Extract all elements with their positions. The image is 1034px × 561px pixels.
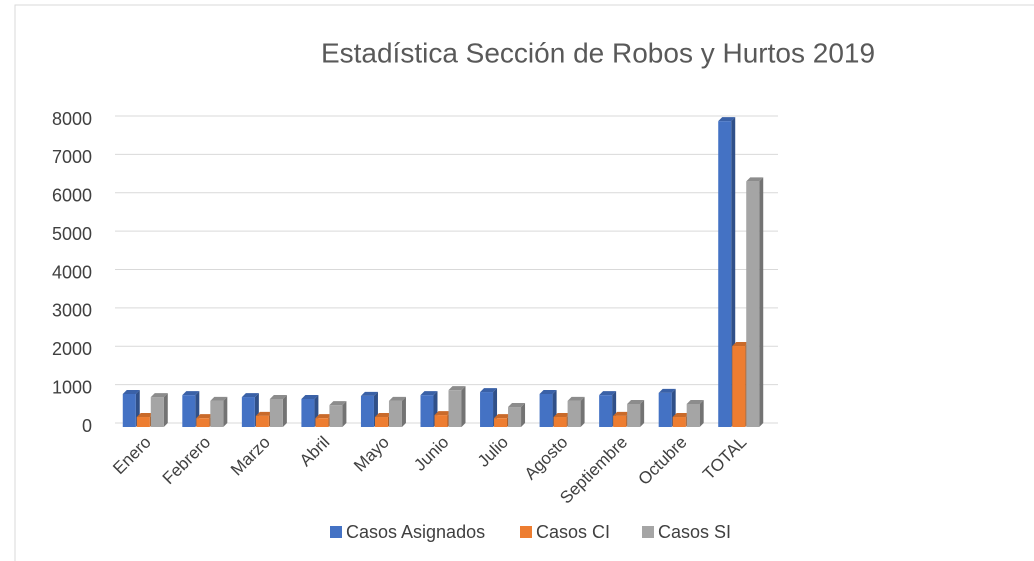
legend-label: Casos Asignados <box>346 522 485 542</box>
bar <box>539 393 553 427</box>
bar <box>448 390 462 427</box>
bar-side <box>282 394 287 427</box>
bar-top <box>210 396 228 401</box>
bar-top <box>508 403 526 408</box>
bar <box>686 403 700 427</box>
bar-top <box>599 391 617 396</box>
bar <box>196 418 210 427</box>
legend-label: Casos SI <box>658 522 731 542</box>
bar-top <box>672 413 690 418</box>
bar-top <box>301 394 319 399</box>
bar <box>420 395 434 427</box>
bar-top <box>567 396 585 401</box>
bar-top <box>732 342 750 347</box>
bar <box>269 398 283 427</box>
bar <box>360 395 374 427</box>
legend-swatch <box>642 526 654 538</box>
bar <box>255 415 269 427</box>
legend-swatch <box>520 526 532 538</box>
bar-side <box>342 401 347 427</box>
y-tick-label: 5000 <box>52 224 92 244</box>
bar-top <box>315 414 333 419</box>
bar-side <box>521 403 526 427</box>
bar-side <box>401 396 406 427</box>
bar <box>494 418 508 427</box>
bar-top <box>627 399 645 404</box>
bar-top <box>746 177 764 182</box>
bar-top <box>480 388 498 393</box>
bar-top <box>553 413 571 418</box>
bar-side <box>461 386 466 427</box>
bar-top <box>374 413 392 418</box>
bar <box>480 392 494 427</box>
y-tick-label: 7000 <box>52 147 92 167</box>
bar-top <box>494 414 512 419</box>
chart-title: Estadística Sección de Robos y Hurtos 20… <box>321 37 875 68</box>
bar <box>329 405 343 427</box>
bar <box>567 400 581 427</box>
bar <box>210 400 224 427</box>
bar <box>136 417 150 427</box>
bar-top <box>241 393 259 398</box>
bar-top <box>539 389 557 394</box>
y-tick-label: 4000 <box>52 262 92 282</box>
bar <box>241 397 255 427</box>
bar-top <box>255 411 273 416</box>
bar <box>599 395 613 427</box>
y-tick-label: 2000 <box>52 339 92 359</box>
bar <box>718 121 732 428</box>
chart-frame <box>14 4 1034 561</box>
y-tick-label: 0 <box>82 416 92 436</box>
bar-top <box>434 411 452 416</box>
legend-swatch <box>330 526 342 538</box>
y-tick-label: 8000 <box>52 109 92 129</box>
bar <box>182 395 196 427</box>
bar-side <box>223 396 228 427</box>
bar <box>315 418 329 427</box>
legend-label: Casos CI <box>536 522 610 542</box>
bar-top <box>420 391 438 396</box>
bar-side <box>163 393 168 427</box>
bar-top <box>150 393 168 398</box>
bar-side <box>759 177 764 427</box>
bar <box>374 417 388 427</box>
bar <box>658 392 672 427</box>
bar-top <box>448 386 466 391</box>
bar <box>746 181 760 427</box>
bar-side <box>580 396 585 427</box>
bar <box>732 346 746 427</box>
bar-top <box>613 411 631 416</box>
bar-top <box>122 389 140 394</box>
bar-top <box>182 391 200 396</box>
bar-top <box>658 388 676 393</box>
bar-top <box>269 394 287 399</box>
bar <box>388 400 402 427</box>
bar-top <box>718 117 736 122</box>
bar-side <box>699 399 704 427</box>
bar <box>672 417 686 427</box>
bar <box>508 407 522 427</box>
bar-top <box>388 396 406 401</box>
y-tick-label: 3000 <box>52 301 92 321</box>
bar-top <box>686 399 704 404</box>
bar <box>627 403 641 427</box>
y-tick-label: 1000 <box>52 377 92 397</box>
bar <box>122 393 136 427</box>
bar-top <box>329 401 347 406</box>
bar <box>553 417 567 427</box>
bar-top <box>136 413 154 418</box>
bar <box>613 415 627 427</box>
bar-top <box>196 414 214 419</box>
bar <box>150 397 164 427</box>
bar <box>301 398 315 427</box>
bar-side <box>640 399 645 427</box>
bar-top <box>360 391 378 396</box>
y-tick-label: 6000 <box>52 186 92 206</box>
bar <box>434 415 448 427</box>
